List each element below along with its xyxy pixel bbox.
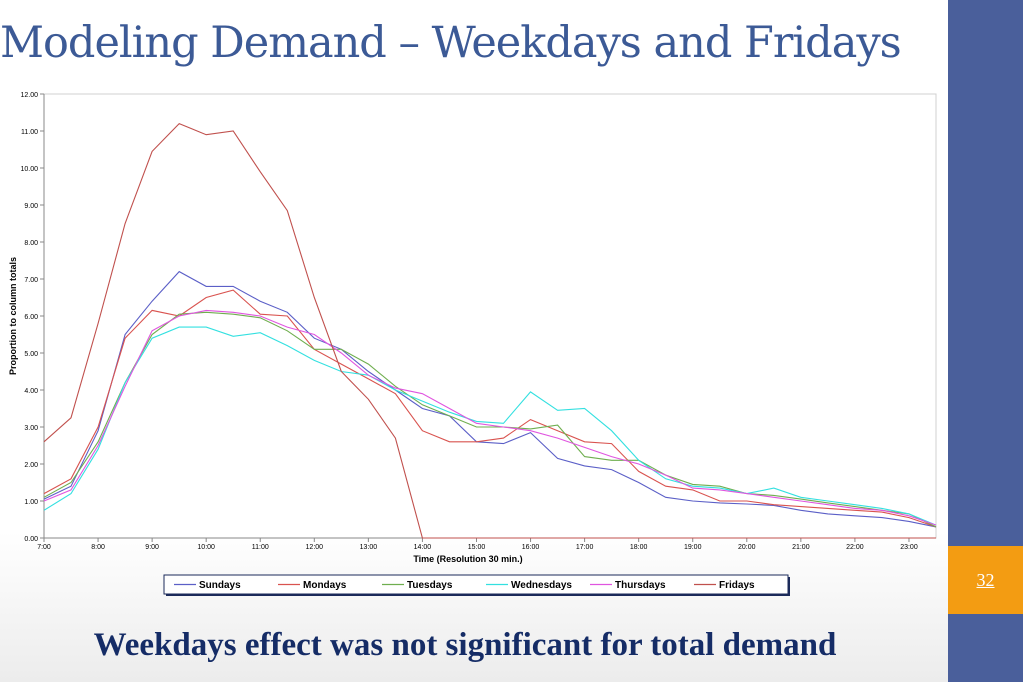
series-line-sundays [43, 270, 937, 528]
demand-line-chart: 0.00 1.00 2.00 3.00 4.00 5.00 6.00 7.00 8.00 9.00… [4, 88, 944, 600]
y-tick-label: 7.00 [24, 277, 38, 284]
series-line-mondays [43, 289, 937, 528]
series-line-fridays [43, 122, 936, 539]
chart-svg: 0.00 1.00 2.00 3.00 4.00 5.00 6.00 7.00 8.00 9.00… [8, 92, 937, 596]
x-tick-label: 7:00 [37, 544, 51, 551]
plot-area [43, 93, 937, 539]
x-tick-label: 18:00 [630, 544, 648, 551]
y-tick-label: 5.00 [24, 351, 38, 358]
x-tick-label: 10:00 [197, 544, 215, 551]
legend-label: Mondays [303, 580, 347, 591]
legend-label: Sundays [199, 580, 241, 591]
x-axis: 7:00 8:00 9:00 10:00 11:00 12:00 13:00 14:00 15:… [37, 537, 936, 551]
x-tick-label: 9:00 [145, 544, 159, 551]
x-tick-label: 15:00 [468, 544, 486, 551]
x-tick-label: 21:00 [792, 544, 810, 551]
slide-subtitle: Weekdays effect was not significant for … [93, 627, 837, 663]
x-tick-label: 16:00 [522, 544, 540, 551]
y-tick-label: 9.00 [24, 203, 38, 210]
page-number[interactable]: 32 [976, 569, 995, 590]
x-tick-label: 12:00 [306, 544, 324, 551]
legend-box [163, 574, 789, 595]
x-tick-label: 20:00 [738, 544, 756, 551]
chart-legend: Sundays Mondays Tuesdays Wednesdays Thursday… [163, 574, 790, 596]
legend-label: Wednesdays [511, 580, 572, 591]
x-tick-label: 8:00 [91, 544, 105, 551]
x-tick-label: 14:00 [414, 544, 432, 551]
slide-title: Modeling Demand – Weekdays and Fridays [0, 18, 902, 68]
x-tick-label: 19:00 [684, 544, 702, 551]
y-tick-label: 2.00 [24, 462, 38, 469]
y-tick-label: 11.00 [21, 129, 38, 136]
x-tick-label: 23:00 [900, 544, 918, 551]
x-axis-label: Time (Resolution 30 min.) [413, 554, 522, 564]
y-tick-label: 4.00 [24, 388, 38, 395]
x-tick-label: 13:00 [360, 544, 378, 551]
x-tick-label: 22:00 [846, 544, 864, 551]
y-tick-label: 0.00 [24, 536, 38, 543]
y-tick-label: 1.00 [24, 499, 38, 506]
y-tick-label: 8.00 [24, 240, 38, 247]
y-tick-label: 6.00 [24, 314, 38, 321]
x-tick-label: 17:00 [576, 544, 594, 551]
series-lines [43, 122, 937, 539]
series-line-wednesdays [43, 326, 937, 526]
y-axis: 0.00 1.00 2.00 3.00 4.00 5.00 6.00 7.00 8.00 9.00… [20, 92, 45, 543]
legend-label: Thursdays [615, 580, 666, 591]
legend-label: Tuesdays [407, 580, 453, 591]
page-number-box: 32 [948, 546, 1023, 614]
y-tick-label: 3.00 [24, 425, 38, 432]
x-tick-label: 11:00 [252, 544, 269, 551]
y-tick-label: 12.00 [20, 92, 38, 99]
y-tick-label: 10.00 [20, 166, 38, 173]
legend-label: Fridays [719, 580, 755, 591]
series-line-thursdays [43, 309, 937, 526]
y-axis-label: Proportion to column totals [8, 257, 18, 375]
